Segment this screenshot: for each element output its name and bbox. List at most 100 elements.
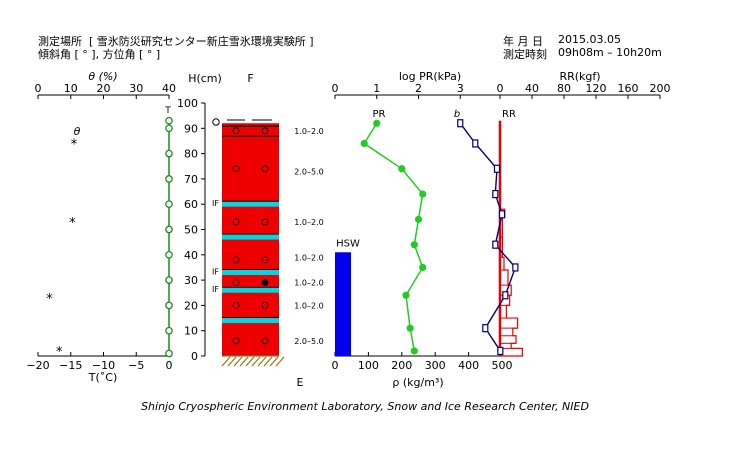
ground-hatch (227, 356, 237, 367)
pr-point (398, 165, 406, 173)
grain-shape-mark (232, 218, 240, 226)
hsw-bar (335, 252, 352, 356)
rr-tick-label: 160 (618, 82, 639, 95)
pr-line (363, 122, 424, 352)
pr-point (373, 119, 381, 127)
pr-point (402, 291, 410, 299)
log-pr-axis-label: log PR(kPa) (399, 70, 461, 83)
temperature-tick-label: 0 (166, 359, 173, 372)
theta-tick-label: 0 (35, 82, 42, 95)
grain-shape-mark (261, 301, 269, 309)
angle-label: 傾斜角 [ ° ], 方位角 [ ° ] (38, 48, 161, 61)
grain-shape-mark (261, 165, 269, 173)
grain-size-label: 1.0–2.0 (294, 279, 323, 288)
ram-profile-outline (499, 120, 524, 357)
grain-shape-mark (261, 218, 269, 226)
temperature-point (165, 276, 173, 284)
density-point (493, 164, 501, 173)
height-tick-label: 30 (184, 274, 198, 287)
density-point (502, 291, 509, 300)
grain-shape-mark (261, 337, 269, 345)
pr-point (406, 324, 414, 332)
temperature-point (165, 326, 173, 335)
site-label: 測定場所 (38, 35, 82, 48)
pr-point (414, 215, 423, 223)
time-label: 測定時刻 (503, 48, 547, 61)
theta-axis-label: θ (%) (88, 70, 117, 83)
theta-tick-label: 30 (129, 82, 143, 95)
height-tick-label: 70 (184, 173, 198, 186)
density-point (457, 119, 464, 128)
pr-point (419, 263, 427, 272)
rr-legend-label: RR (502, 109, 516, 120)
density-point (492, 240, 499, 249)
pr-point (410, 241, 418, 249)
ice-layer-label: IF (212, 199, 219, 208)
temperature-point (165, 200, 173, 209)
density-tick-label: 200 (391, 359, 412, 372)
temperature-tick-label: −10 (92, 359, 115, 372)
log-pr-tick-label: 3 (457, 82, 464, 95)
grain-shape-mark (261, 279, 269, 287)
grain-shape-mark (232, 337, 240, 345)
theta-tick-label: 10 (64, 82, 78, 95)
height-tick-label: 20 (184, 299, 198, 312)
density-tick-label: 300 (425, 359, 446, 372)
pr-point (360, 139, 368, 148)
theta-point: * (69, 216, 76, 231)
grain-shape-mark (261, 256, 269, 264)
log-pr-tick-label: 1 (373, 82, 380, 95)
temperature-point (165, 349, 173, 358)
density-point (497, 346, 504, 356)
height-tick-label: 40 (184, 249, 198, 262)
density-tick-label: 0 (332, 359, 339, 372)
pr-legend-label: PR (373, 109, 386, 120)
grain-shape-mark (261, 127, 269, 135)
density-point (498, 210, 506, 219)
density-line (459, 122, 517, 352)
grain-shape-mark (232, 165, 240, 173)
density-point (482, 324, 489, 333)
pr-point (419, 190, 427, 198)
date-label: 年 月 日 (503, 35, 543, 48)
grain-shape-mark (232, 279, 240, 287)
rr-tick-label: 0 (497, 82, 504, 95)
footer-credit: Shinjo Cryospheric Environment Laborator… (141, 400, 589, 413)
temperature-point (165, 301, 173, 310)
height-tick-label: 100 (177, 97, 198, 110)
rr-tick-label: 80 (557, 82, 571, 95)
density-tick-label: 100 (358, 359, 379, 372)
grain-size-label: 1.0–2.0 (294, 218, 323, 227)
ice-layer (222, 234, 279, 240)
rr-axis-label: RR(kgf) (559, 70, 600, 83)
ice-layer-label: IF (212, 268, 219, 277)
temperature-tick-label: −15 (59, 359, 82, 372)
hsw-label: HSW (336, 238, 360, 249)
temperature-point (165, 225, 173, 234)
time-value: 09h08m – 10h20m (558, 46, 662, 59)
rr-tick-label: 200 (650, 82, 671, 95)
grain-size-label: 2.0–5.0 (294, 167, 323, 176)
grain-shape-mark (232, 127, 240, 135)
ice-layer (222, 201, 279, 207)
theta-point: * (56, 345, 63, 360)
theta-tick-label: 20 (97, 82, 111, 95)
site-value: [ 雪氷防災研究センター新庄雪氷環境実験所 ] (89, 35, 314, 48)
ground-hatch (245, 356, 255, 367)
temperature-tick-label: −20 (26, 359, 49, 372)
ground-hatch (263, 356, 273, 367)
log-pr-tick-label: 2 (415, 82, 422, 95)
grain-shape-mark (232, 301, 240, 309)
height-tick-label: 0 (191, 350, 198, 363)
temperature-point (165, 175, 173, 183)
grain-size-label: 1.0–2.0 (294, 253, 323, 262)
height-tick-label: 60 (184, 198, 198, 211)
grain-size-label: 2.0–5.0 (294, 337, 323, 346)
height-tick-label: 10 (184, 325, 198, 338)
height-tick-label: 90 (184, 122, 198, 135)
rr-tick-label: 40 (525, 82, 539, 95)
pr-point (410, 347, 418, 355)
theta-point: * (46, 292, 53, 307)
temperature-point (165, 116, 173, 125)
ground-hatch (275, 356, 285, 367)
